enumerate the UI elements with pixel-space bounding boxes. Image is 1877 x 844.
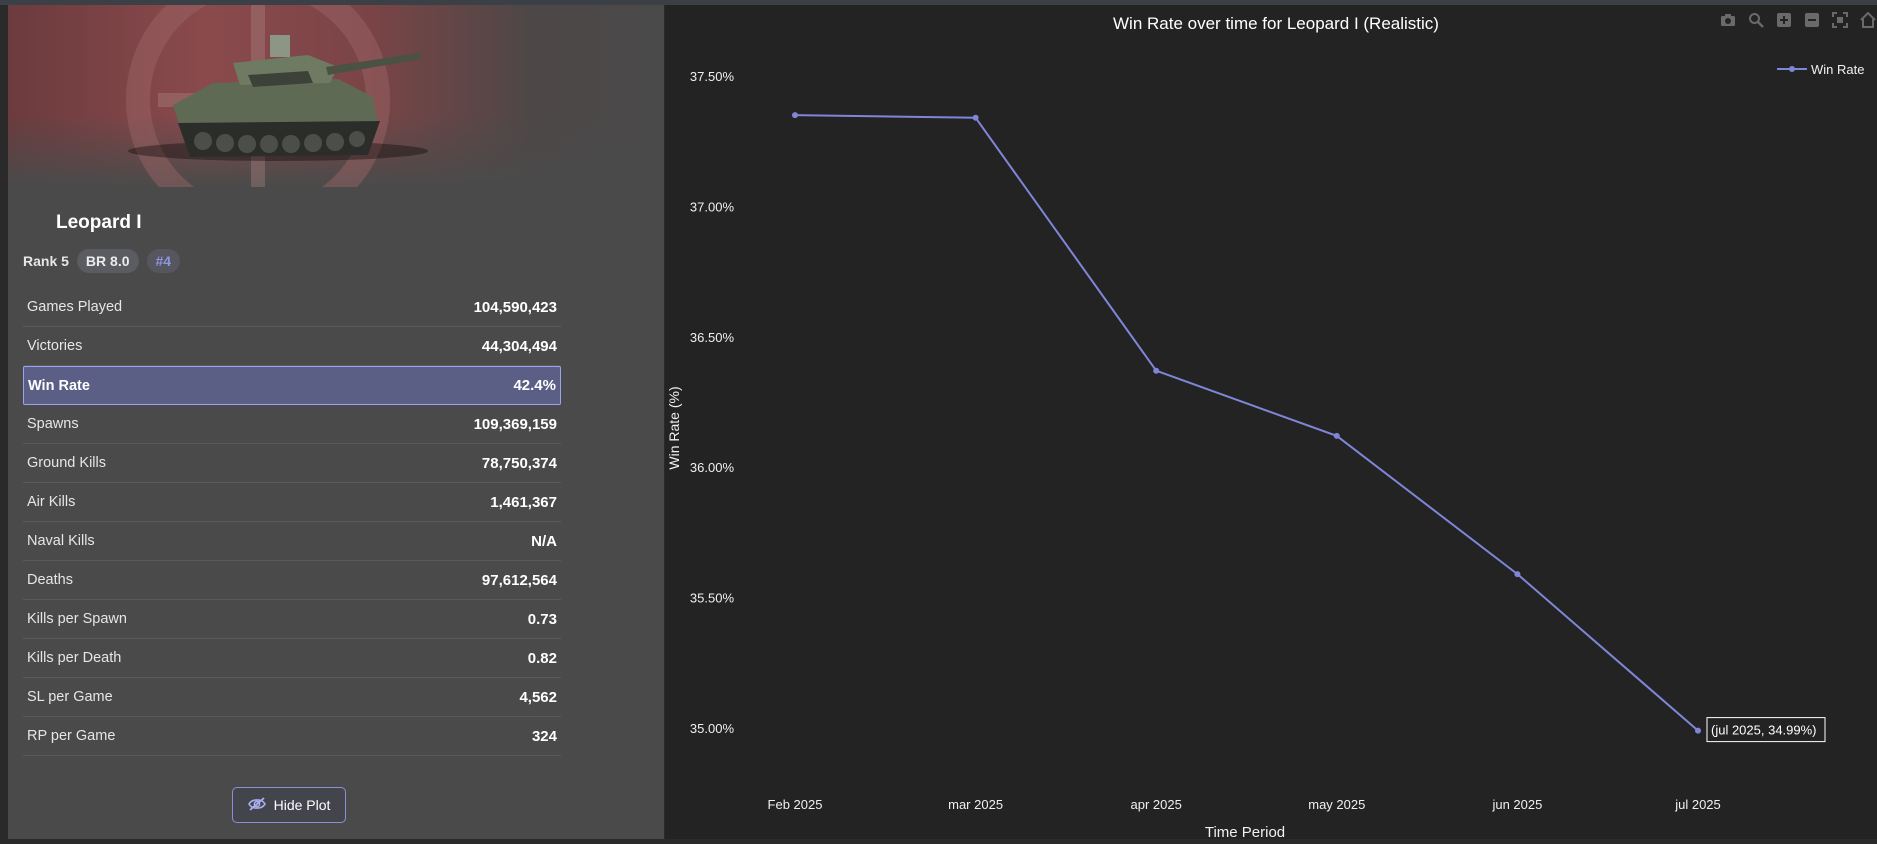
hide-plot-button[interactable]: Hide Plot (232, 787, 346, 823)
zoom-out-icon[interactable] (1803, 11, 1821, 29)
plot-area[interactable]: Win Rate over time for Leopard I (Realis… (665, 5, 1877, 841)
hide-plot-label: Hide Plot (273, 797, 331, 813)
top-strip (0, 0, 1877, 5)
stat-row-games-played[interactable]: Games Played 104,590,423 (23, 288, 561, 327)
data-point (1695, 727, 1701, 734)
home-icon[interactable] (1859, 11, 1877, 29)
stat-row-ground-kills[interactable]: Ground Kills 78,750,374 (23, 444, 561, 483)
stat-label: Spawns (27, 416, 79, 432)
camera-icon[interactable] (1719, 11, 1737, 29)
stat-value: 78,750,374 (481, 454, 557, 472)
stat-value: 109,369,159 (473, 415, 557, 433)
stat-label: SL per Game (27, 689, 113, 705)
hover-label: (jul 2025, 34.99%) (1711, 723, 1817, 738)
vehicle-image (126, 5, 428, 187)
stat-value: 104,590,423 (473, 298, 557, 316)
x-tick-label: mar 2025 (948, 797, 1003, 812)
x-tick-label: Feb 2025 (768, 797, 823, 812)
vehicle-name: Leopard I (56, 212, 142, 233)
stat-value: 0.73 (527, 610, 557, 628)
stat-label: Games Played (27, 299, 123, 315)
stat-label: RP per Game (27, 728, 116, 744)
stat-label: Kills per Death (27, 650, 122, 666)
vehicle-panel: Leopard I Rank 5 BR 8.0 #4 Games Played 1… (8, 5, 664, 839)
zoom-icon[interactable] (1747, 11, 1765, 29)
stat-label: Naval Kills (27, 533, 95, 549)
stat-row-air-kills[interactable]: Air Kills 1,461,367 (23, 483, 561, 522)
stat-label: Air Kills (27, 494, 76, 510)
series-line-win-rate (794, 114, 1699, 732)
stat-label: Victories (27, 338, 83, 354)
zoom-in-icon[interactable] (1775, 11, 1793, 29)
x-axis-title: Time Period (1205, 824, 1285, 839)
y-axis-title: Win Rate (%) (666, 386, 682, 469)
stat-label: Ground Kills (27, 455, 106, 471)
stat-value: N/A (531, 532, 557, 550)
x-tick-label: may 2025 (1308, 797, 1365, 812)
br-badge: BR 8.0 (76, 249, 139, 273)
eye-off-icon (247, 796, 266, 814)
stat-value: 324 (531, 727, 557, 745)
stat-row-rp-per-game[interactable]: RP per Game 324 (23, 717, 561, 756)
stat-row-win-rate[interactable]: Win Rate 42.4% (23, 366, 561, 405)
vehicle-banner (8, 5, 664, 187)
rank-label: Rank 5 (23, 253, 69, 269)
stats-table: Games Played 104,590,423 Victories 44,304,… (23, 288, 561, 756)
stat-label: Win Rate (28, 377, 90, 394)
chart-title: Win Rate over time for Leopard I (Realis… (1113, 14, 1439, 33)
stat-value: 42.4% (513, 377, 556, 394)
stat-row-deaths[interactable]: Deaths 97,612,564 (23, 561, 561, 600)
y-tick-label: 36.50% (690, 330, 735, 345)
data-point (1514, 571, 1521, 578)
stat-value: 44,304,494 (481, 337, 557, 355)
stat-value: 97,612,564 (481, 571, 557, 589)
x-tick-label: apr 2025 (1131, 797, 1182, 812)
stat-row-kills-per-spawn[interactable]: Kills per Spawn 0.73 (23, 600, 561, 639)
hover-label-box (1706, 717, 1826, 743)
y-tick-label: 35.00% (690, 721, 735, 736)
stat-value: 1,461,367 (490, 493, 557, 511)
position-badge: #4 (146, 249, 181, 273)
legend-label: Win Rate (1811, 62, 1864, 77)
data-point (972, 114, 979, 121)
stat-label: Deaths (27, 572, 73, 588)
x-tick-label: jun 2025 (1491, 797, 1542, 812)
stat-row-kills-per-death[interactable]: Kills per Death 0.82 (23, 639, 561, 678)
data-point (1153, 367, 1160, 374)
y-tick-label: 36.00% (690, 460, 735, 475)
x-tick-label: jul 2025 (1674, 797, 1721, 812)
stat-row-sl-per-game[interactable]: SL per Game 4,562 (23, 678, 561, 717)
stat-value: 4,562 (519, 688, 557, 706)
data-point (1333, 432, 1340, 439)
vehicle-meta: Rank 5 BR 8.0 #4 (23, 248, 181, 274)
win-rate-chart: Win Rate over time for Leopard I (Realis… (666, 14, 1864, 841)
stat-value: 0.82 (527, 649, 557, 667)
plot-modebar (1719, 11, 1877, 29)
stat-row-victories[interactable]: Victories 44,304,494 (23, 327, 561, 366)
data-point (792, 112, 798, 119)
y-tick-label: 35.50% (690, 591, 735, 606)
stat-label: Kills per Spawn (27, 611, 127, 627)
legend-marker (1789, 66, 1795, 72)
y-tick-label: 37.00% (690, 199, 735, 214)
stat-row-naval-kills[interactable]: Naval Kills N/A (23, 522, 561, 561)
y-tick-label: 37.50% (690, 69, 735, 84)
autoscale-icon[interactable] (1831, 11, 1849, 29)
stat-row-spawns[interactable]: Spawns 109,369,159 (23, 405, 561, 444)
